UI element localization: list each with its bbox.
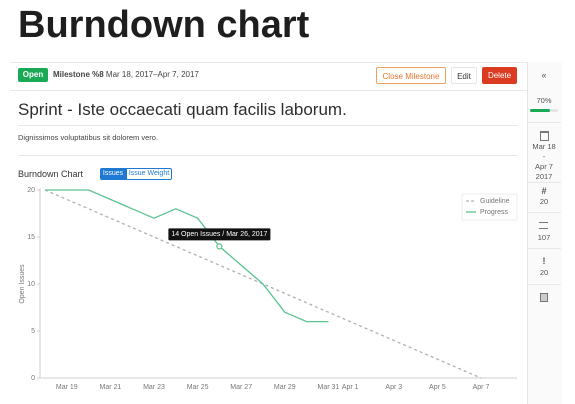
description-sep [18,155,518,156]
x-tick-label: Apr 3 [385,384,402,391]
x-tick-label: Mar 19 [56,384,78,391]
x-tick-label: Mar 29 [274,384,296,391]
page-title: Burndown chart [18,4,310,46]
copy-icon[interactable] [540,293,548,302]
series-line [44,189,482,379]
edit-button[interactable]: Edit [451,67,477,84]
y-tick-label: 5 [31,328,35,335]
x-tick-label: Apr 5 [429,384,446,391]
x-tick-label: Mar 21 [100,384,122,391]
hover-point [216,243,223,250]
date-sep: - [542,152,546,161]
issues-icon: # [541,186,547,196]
calendar-icon [540,131,549,141]
x-tick-label: Mar 25 [187,384,209,391]
milestone-name: Milestone %8 [53,70,104,79]
collapse-button[interactable]: « [541,70,547,80]
toggle-issues[interactable]: Issues [100,168,126,180]
x-tick-label: Apr 1 [342,384,359,391]
close-button[interactable]: Close Milestone [376,67,446,84]
sidebar-sep [528,122,561,123]
issues-count: 20 [539,197,549,206]
milestone-dates: Mar 18, 2017–Apr 7, 2017 [105,70,199,79]
progress-bar [530,109,550,112]
date-year: 2017 [535,172,553,181]
sidebar-sep [528,284,561,285]
x-tick-label: Mar 23 [143,384,165,391]
tooltip-text: 14 Open Issues / Mar 26, 2017 [171,231,267,238]
progress-track [530,109,558,112]
sidebar-sep [528,212,561,213]
sidebar [527,62,562,404]
x-tick-label: Apr 7 [473,384,490,391]
milestone-title: Sprint - Iste occaecati quam facilis lab… [18,100,347,119]
open-count: 20 [539,268,549,277]
header-sep [10,90,527,91]
status-badge: Open [18,68,48,82]
panel-top [10,62,561,63]
y-tick-label: 0 [31,375,35,382]
title-sep [18,125,518,126]
date-end: Apr 7 [535,162,553,171]
legend-box [461,193,518,221]
x-tick-label: Mar 31 [318,384,340,391]
open-icon: ! [542,256,546,266]
y-tick-label: 10 [27,281,35,288]
y-tick-label: 20 [27,187,35,194]
tooltip [168,228,271,241]
weight-icon [539,222,548,229]
legend-label: Progress [480,209,509,216]
progress-label: 70% [536,96,552,105]
milestone-info: Milestone %8 Mar 18, 2017–Apr 7, 2017 [53,70,199,79]
series-line [45,189,329,323]
sidebar-sep [528,182,561,183]
milestone-description: Dignissimos voluptatibus sit dolorem ver… [18,133,159,142]
sidebar-sep [528,248,561,249]
x-tick-label: Mar 27 [230,384,252,391]
y-axis-label: Open Issues [19,264,26,304]
y-tick-label: 15 [27,234,35,241]
weight-count: 107 [537,233,551,242]
delete-button[interactable]: Delete [482,67,517,84]
legend-label: Guideline [480,198,510,205]
toggle-weight[interactable]: Issue Weight [126,168,172,180]
chart-title: Burndown Chart [18,169,84,179]
date-start: Mar 18 [532,142,556,151]
